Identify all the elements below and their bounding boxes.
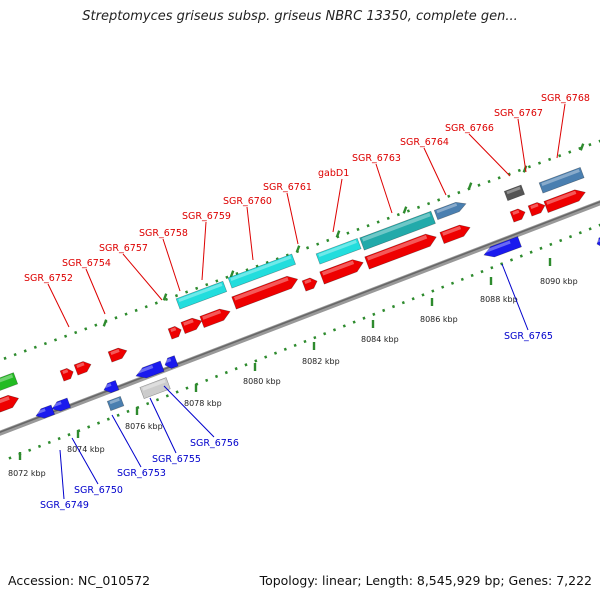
major-tick	[229, 270, 235, 278]
gene-red-f[interactable]	[199, 306, 232, 329]
major-tick	[467, 182, 473, 190]
gene-red-n[interactable]	[543, 187, 588, 214]
forward-gene-label[interactable]: SGR_6760	[223, 196, 272, 207]
forward-gene-label[interactable]: SGR_6767	[494, 108, 543, 119]
gene-teal-1[interactable]	[359, 210, 436, 251]
forward-leader-line	[556, 103, 566, 159]
reverse-gene-label[interactable]: SGR_6753	[117, 468, 166, 479]
forward-leader-line	[332, 178, 343, 233]
gene-red-k[interactable]	[439, 222, 472, 245]
major-tick	[295, 245, 301, 253]
gene-steel-2[interactable]	[538, 167, 585, 194]
gene-blue-f[interactable]	[482, 236, 522, 261]
forward-leader-line	[162, 238, 181, 292]
scale-tick-label: 8080 kbp	[243, 377, 281, 386]
forward-leader-line	[468, 133, 511, 177]
map-title: Streptomyces griseus subsp. griseus NBRC…	[82, 9, 518, 24]
gene-red-l[interactable]	[509, 207, 527, 223]
forward-leader-line	[122, 253, 163, 301]
reverse-leader-line	[149, 397, 177, 454]
forward-leader-line	[375, 163, 393, 214]
scale-tick-label: 8088 kbp	[480, 295, 518, 304]
scale-tick-label: 8074 kbp	[67, 445, 105, 454]
gene-dark-1[interactable]	[503, 184, 525, 202]
reverse-gene-label[interactable]: SGR_6755	[152, 454, 201, 465]
chromosome-backbone-edge	[0, 201, 600, 433]
gene-green-1[interactable]	[0, 372, 19, 393]
chromosome-backbone	[0, 200, 600, 436]
forward-gene-label[interactable]: SGR_6757	[99, 243, 148, 254]
gene-blue-g[interactable]	[595, 235, 600, 249]
forward-leader-line	[423, 147, 447, 196]
forward-gene-label[interactable]: SGR_6764	[400, 137, 449, 148]
gene-red-m[interactable]	[527, 200, 547, 217]
reverse-leader-line	[163, 385, 215, 438]
gene-red-h[interactable]	[301, 276, 319, 292]
scale-tick-label: 8078 kbp	[184, 399, 222, 408]
gene-blue-b[interactable]	[50, 397, 71, 414]
forward-gene-label[interactable]: SGR_6768	[541, 93, 590, 104]
forward-gene-label[interactable]: SGR_6758	[139, 228, 188, 239]
reverse-gene-label[interactable]: SGR_6750	[74, 485, 123, 496]
genome-summary-text: Topology: linear; Length: 8,545,929 bp; …	[259, 573, 592, 588]
forward-leader-line	[517, 118, 527, 173]
accession-text: Accession: NC_010572	[8, 573, 151, 588]
forward-gene-label[interactable]: SGR_6754	[62, 258, 111, 269]
gene-blue-a[interactable]	[34, 404, 55, 421]
scale-tick-label: 8082 kbp	[302, 357, 340, 366]
gene-red-d[interactable]	[167, 325, 183, 340]
gene-red-left[interactable]	[0, 392, 21, 413]
forward-gene-label[interactable]: SGR_6763	[352, 153, 401, 164]
major-tick	[522, 165, 528, 173]
gene-red-b[interactable]	[73, 359, 93, 376]
forward-gene-label[interactable]: SGR_6761	[263, 182, 312, 193]
forward-leader-line	[201, 221, 207, 281]
scale-tick-label: 8072 kbp	[8, 469, 46, 478]
forward-leader-line	[47, 283, 70, 328]
forward-gene-label[interactable]: SGR_6759	[182, 211, 231, 222]
reverse-gene-label[interactable]: SGR_6749	[40, 500, 89, 511]
major-tick	[402, 206, 408, 214]
gene-red-c[interactable]	[107, 346, 129, 363]
gene-cyan-2[interactable]	[227, 253, 296, 289]
upper-tick-track	[3, 139, 600, 360]
forward-leader-line	[286, 192, 299, 245]
gene-gray-1[interactable]	[139, 377, 171, 400]
gene-steel-3[interactable]	[106, 396, 125, 412]
gene-red-a[interactable]	[59, 367, 75, 382]
gene-blue-e[interactable]	[163, 355, 179, 371]
gene-cyan-1[interactable]	[175, 280, 228, 310]
reverse-leader-line	[111, 414, 142, 468]
lower-tick-track	[8, 223, 600, 460]
scale-tick-label: 8090 kbp	[540, 277, 578, 286]
scale-tick-label: 8086 kbp	[420, 315, 458, 324]
gene-red-j[interactable]	[364, 231, 439, 270]
forward-gene-label[interactable]: SGR_6752	[24, 273, 73, 284]
reverse-leader-line	[59, 449, 65, 500]
reverse-leader-line	[71, 437, 99, 485]
scale-tick-label: 8076 kbp	[125, 422, 163, 431]
major-tick	[579, 143, 585, 151]
gene-red-e[interactable]	[180, 315, 204, 335]
reverse-leader-line	[501, 263, 529, 331]
reverse-gene-label[interactable]: SGR_6756	[190, 438, 239, 449]
forward-leader-line	[85, 268, 106, 315]
scale-tick-label: 8084 kbp	[361, 335, 399, 344]
major-tick	[335, 230, 341, 238]
major-tick	[102, 319, 108, 327]
forward-gene-label[interactable]: SGR_6766	[445, 123, 494, 134]
gene-red-i[interactable]	[319, 256, 366, 285]
forward-leader-line	[246, 206, 254, 261]
reverse-gene-label[interactable]: SGR_6765	[504, 331, 553, 342]
gene-cyan-3[interactable]	[315, 238, 362, 265]
major-tick	[162, 293, 168, 301]
gene-steel-1[interactable]	[433, 199, 467, 221]
forward-gene-label[interactable]: gabD1	[318, 168, 349, 179]
gene-red-g[interactable]	[231, 273, 300, 310]
gene-blue-c[interactable]	[102, 380, 120, 394]
gene-blue-d[interactable]	[134, 360, 165, 381]
